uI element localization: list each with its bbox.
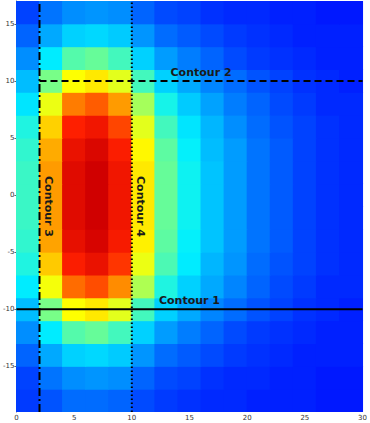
svg-text:20: 20 bbox=[243, 414, 252, 422]
svg-text:10: 10 bbox=[6, 77, 15, 85]
svg-text:-5: -5 bbox=[7, 248, 14, 256]
svg-text:Contour 1: Contour 1 bbox=[159, 294, 220, 307]
svg-text:Contour 2: Contour 2 bbox=[171, 66, 232, 79]
svg-text:25: 25 bbox=[300, 414, 309, 422]
svg-text:15: 15 bbox=[185, 414, 194, 422]
svg-text:Contour 4: Contour 4 bbox=[134, 176, 147, 237]
svg-text:0: 0 bbox=[14, 414, 18, 422]
svg-text:0: 0 bbox=[10, 191, 14, 199]
svg-text:30: 30 bbox=[358, 414, 367, 422]
svg-text:15: 15 bbox=[6, 20, 15, 28]
svg-text:Contour 3: Contour 3 bbox=[42, 176, 55, 237]
svg-text:5: 5 bbox=[72, 414, 76, 422]
svg-text:-10: -10 bbox=[3, 305, 14, 313]
svg-text:5: 5 bbox=[10, 134, 14, 142]
svg-text:10: 10 bbox=[127, 414, 136, 422]
svg-text:-15: -15 bbox=[3, 362, 14, 370]
